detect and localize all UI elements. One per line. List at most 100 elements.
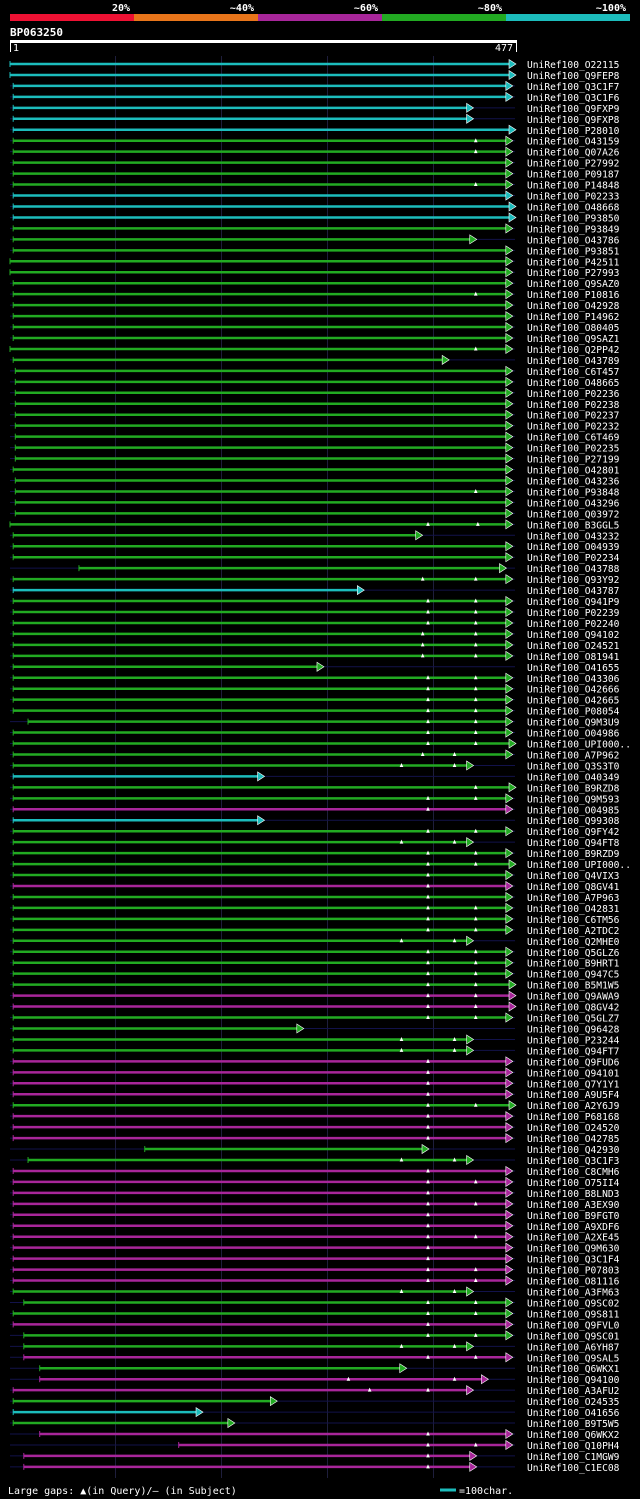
hit-name[interactable]: UniRef100_O43296: [527, 498, 620, 509]
hit-row[interactable]: UniRef100_Q3C1F3: [10, 1154, 620, 1168]
hit-name[interactable]: UniRef100_O43787: [527, 586, 620, 597]
hit-row[interactable]: UniRef100_Q03972: [10, 508, 619, 521]
hit-name[interactable]: UniRef100_Q93Y92: [527, 575, 619, 586]
hit-name[interactable]: UniRef100_A2Y6J9: [527, 1101, 620, 1112]
hit-name[interactable]: UniRef100_Q94101: [527, 1068, 620, 1079]
hit-row[interactable]: UniRef100_Q9S811: [10, 1308, 620, 1321]
hit-row[interactable]: UniRef100_Q9FXP9: [10, 102, 620, 115]
hit-name[interactable]: UniRef100_Q3C1F7: [527, 82, 620, 93]
hit-name[interactable]: UniRef100_P14848: [527, 181, 620, 192]
hit-name[interactable]: UniRef100_A7P963: [527, 893, 620, 904]
hit-row[interactable]: UniRef100_P02235: [10, 442, 619, 455]
hit-row[interactable]: UniRef100_Q9SAZ0: [10, 278, 620, 291]
hit-name[interactable]: UniRef100_B9T5W5: [527, 1419, 619, 1430]
hit-name[interactable]: UniRef100_A2TDC2: [527, 926, 619, 937]
hit-name[interactable]: UniRef100_P93849: [527, 224, 620, 235]
hit-name[interactable]: UniRef100_O48668: [527, 202, 620, 213]
hit-name[interactable]: UniRef100_Q9FXP9: [527, 104, 620, 115]
hit-row[interactable]: UniRef100_C1EC08: [10, 1461, 620, 1474]
hit-row[interactable]: UniRef100_O42666: [10, 683, 620, 696]
hit-name[interactable]: UniRef100_O43786: [527, 235, 620, 246]
hit-name[interactable]: UniRef100_Q3C1F4: [527, 1255, 620, 1266]
hit-name[interactable]: UniRef100_B3GGL5: [527, 520, 619, 531]
hit-name[interactable]: UniRef100_Q94FT8: [527, 838, 620, 849]
hit-name[interactable]: UniRef100_A9U5F4: [527, 1090, 620, 1101]
hit-name[interactable]: UniRef100_O41656: [527, 1408, 620, 1419]
hit-row[interactable]: UniRef100_P07803: [10, 1264, 620, 1277]
hit-name[interactable]: UniRef100_Q9FVL0: [527, 1320, 620, 1331]
hit-name[interactable]: UniRef100_A9XDF6: [527, 1222, 620, 1233]
hit-name[interactable]: UniRef100_Q9SAL5: [527, 1353, 619, 1364]
hit-row[interactable]: UniRef100_O43788: [10, 563, 620, 576]
hit-name[interactable]: UniRef100_O43232: [527, 531, 619, 542]
hit-name[interactable]: UniRef100_Q10PH4: [527, 1441, 620, 1452]
hit-name[interactable]: UniRef100_P10816: [527, 290, 620, 301]
hit-name[interactable]: UniRef100_P07803: [527, 1266, 620, 1277]
hit-row[interactable]: UniRef100_O40349: [10, 771, 620, 784]
hit-row[interactable]: UniRef100_Q94101: [10, 1067, 620, 1080]
hit-row[interactable]: UniRef100_A7P962: [10, 749, 619, 762]
hit-name[interactable]: UniRef100_O42666: [527, 685, 620, 696]
hit-row[interactable]: UniRef100_C1MGW9: [10, 1450, 620, 1463]
hit-name[interactable]: UniRef100_P27992: [527, 159, 619, 170]
hit-row[interactable]: UniRef100_Q6WKX1: [10, 1363, 620, 1376]
hit-row[interactable]: UniRef100_O24521: [10, 639, 620, 652]
hit-name[interactable]: UniRef100_Q9FEP8: [527, 71, 620, 82]
hit-row[interactable]: UniRef100_A3FM63: [10, 1286, 620, 1299]
hit-row[interactable]: UniRef100_O41655: [10, 661, 619, 674]
hit-row[interactable]: UniRef100_Q6WKX2: [10, 1428, 619, 1442]
hit-name[interactable]: UniRef100_Q8GV41: [527, 882, 620, 893]
hit-row[interactable]: UniRef100_Q94100: [10, 1374, 620, 1387]
hit-row[interactable]: UniRef100_Q5GLZ6: [10, 946, 620, 959]
hit-name[interactable]: UniRef100_Q2PP42: [527, 345, 619, 356]
hit-name[interactable]: UniRef100_P23244: [527, 1035, 620, 1046]
hit-row[interactable]: UniRef100_Q3S3T0: [10, 760, 620, 773]
hit-name[interactable]: UniRef100_P02236: [527, 389, 620, 400]
hit-name[interactable]: UniRef100_Q9S811: [527, 1309, 620, 1320]
hit-name[interactable]: UniRef100_Q6WKX2: [527, 1430, 619, 1441]
hit-name[interactable]: UniRef100_A7P962: [527, 750, 619, 761]
hit-row[interactable]: UniRef100_Q4VIX3: [10, 869, 620, 883]
hit-name[interactable]: UniRef100_Q6WKX1: [527, 1364, 620, 1375]
hit-name[interactable]: UniRef100_Q3S3T0: [527, 761, 620, 772]
hit-row[interactable]: UniRef100_Q07A26: [10, 146, 620, 159]
hit-row[interactable]: UniRef100_Q947C5: [10, 968, 619, 981]
hit-name[interactable]: UniRef100_Q9FUD6: [527, 1057, 620, 1068]
hit-name[interactable]: UniRef100_P02234: [527, 553, 620, 564]
hit-row[interactable]: UniRef100_C6TM56: [10, 913, 620, 926]
hit-row[interactable]: UniRef100_Q9M593: [10, 793, 620, 806]
hit-row[interactable]: UniRef100_Q9FEP8: [9, 69, 620, 82]
hit-name[interactable]: UniRef100_Q9SAZ0: [527, 279, 620, 290]
hit-row[interactable]: UniRef100_Q10PH4: [10, 1439, 620, 1452]
hit-name[interactable]: UniRef100_B8LND3: [527, 1189, 620, 1200]
hit-row[interactable]: UniRef100_Q2PP42: [9, 343, 619, 356]
hit-name[interactable]: UniRef100_P68168: [527, 1112, 620, 1123]
hit-name[interactable]: UniRef100_P02237: [527, 411, 620, 422]
hit-row[interactable]: UniRef100_A2TDC2: [10, 924, 619, 937]
hit-name[interactable]: UniRef100_Q99308: [527, 816, 620, 827]
hit-row[interactable]: UniRef100_O04986: [10, 727, 620, 740]
hit-row[interactable]: UniRef100_Q9SAZ1: [10, 332, 620, 346]
hit-name[interactable]: UniRef100_O42665: [527, 696, 619, 707]
hit-row[interactable]: UniRef100_Q9SC01: [10, 1330, 620, 1343]
hit-name[interactable]: UniRef100_Q9M3U9: [527, 718, 620, 729]
hit-row[interactable]: UniRef100_Q42930: [10, 1143, 620, 1157]
hit-name[interactable]: UniRef100_O24521: [527, 641, 620, 652]
hit-name[interactable]: UniRef100_C6T457: [527, 367, 620, 378]
hit-row[interactable]: UniRef100_Q9FVL0: [10, 1319, 620, 1332]
hit-name[interactable]: UniRef100_A3AFU2: [527, 1386, 619, 1397]
hit-name[interactable]: UniRef100_P93850: [527, 213, 620, 224]
hit-row[interactable]: UniRef100_Q9FUD6: [10, 1056, 620, 1069]
hit-row[interactable]: UniRef100_Q2MHE0: [10, 935, 620, 948]
hit-row[interactable]: UniRef100_O43159: [10, 135, 620, 148]
hit-row[interactable]: UniRef100_P02234: [10, 552, 620, 565]
hit-name[interactable]: UniRef100_O43788: [527, 564, 620, 575]
hit-row[interactable]: UniRef100_B5M1W5: [10, 979, 619, 992]
hit-name[interactable]: UniRef100_B9RZD8: [527, 783, 620, 794]
hit-name[interactable]: UniRef100_C1EC08: [527, 1463, 620, 1474]
hit-row[interactable]: UniRef100_P08054: [10, 705, 620, 718]
hit-row[interactable]: UniRef100_O48665: [10, 376, 619, 389]
hit-row[interactable]: UniRef100_B3GGL5: [9, 519, 619, 532]
hit-name[interactable]: UniRef100_B9RZD9: [527, 849, 620, 860]
hit-row[interactable]: UniRef100_B9FGT0: [10, 1209, 620, 1222]
